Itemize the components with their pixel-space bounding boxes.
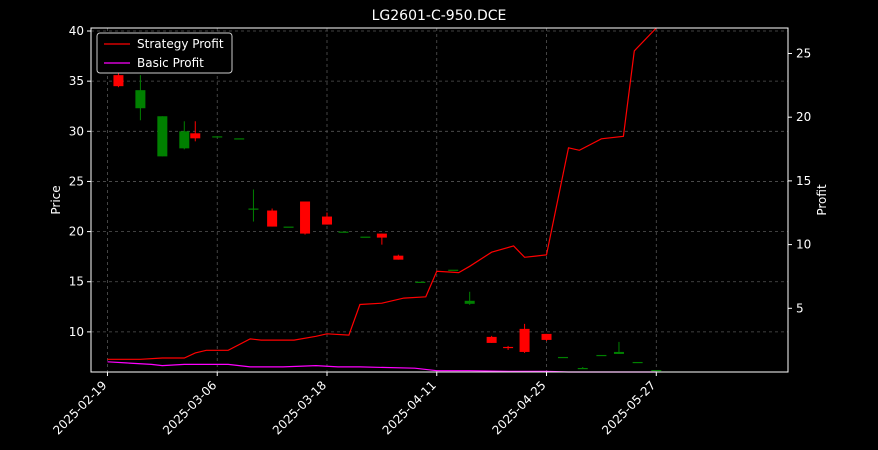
candle-body [541, 333, 552, 340]
y-right-tick-label: 10 [796, 238, 811, 252]
candle-body [519, 328, 530, 352]
y-right-tick-label: 15 [796, 174, 811, 188]
candle-body [503, 346, 514, 349]
candle-body [376, 233, 387, 238]
candle-body [135, 90, 146, 109]
candle-body [632, 361, 643, 364]
candle-body [464, 300, 475, 304]
candle-body [577, 367, 588, 370]
candle-body [486, 336, 497, 343]
candle-body [300, 201, 311, 234]
candle-body [596, 354, 607, 357]
candles [113, 69, 662, 372]
candle-body [113, 75, 124, 87]
y-axis-left-label: Price [49, 185, 63, 214]
y-left-tick-label: 10 [69, 325, 84, 339]
legend-label-basic: Basic Profit [137, 56, 204, 70]
candle-body [415, 281, 426, 283]
candle-body [360, 236, 371, 238]
candle-body [651, 369, 662, 372]
legend-label-strategy: Strategy Profit [137, 37, 224, 51]
plot-frame [90, 27, 789, 373]
legend-box [96, 32, 233, 74]
legend: Strategy Profit Basic Profit [96, 32, 233, 74]
y-right-tick-label: 25 [796, 46, 811, 60]
candle-body [248, 208, 259, 210]
candle-body [267, 210, 278, 227]
candle-body [321, 216, 332, 225]
candle-body [338, 231, 349, 233]
y-left-tick-label: 20 [69, 225, 84, 239]
candle-body [613, 351, 624, 354]
y-right-tick-label: 5 [796, 301, 804, 315]
candle-body [393, 255, 404, 260]
y-left-tick-label: 40 [69, 24, 84, 38]
y-left-tick-label: 35 [69, 74, 84, 88]
candle-body [557, 356, 568, 359]
strategy-profit-line [107, 27, 657, 360]
y-left-tick-label: 25 [69, 174, 84, 188]
profit-lines [107, 27, 657, 373]
candle-body [234, 138, 245, 140]
grid [91, 28, 788, 372]
candle-body [448, 269, 459, 271]
y-left-tick-label: 15 [69, 275, 84, 289]
candle-body [283, 226, 294, 228]
candle-body [179, 131, 190, 149]
y-right-tick-label: 20 [796, 110, 811, 124]
candle-body [190, 133, 201, 139]
candle-body [212, 136, 223, 138]
candle-body [157, 116, 168, 157]
y-left-tick-label: 30 [69, 124, 84, 138]
y-axis-right-label: Profit [815, 184, 829, 216]
basic-profit-line [107, 361, 657, 373]
chart-title: LG2601-C-950.DCE [372, 8, 507, 24]
